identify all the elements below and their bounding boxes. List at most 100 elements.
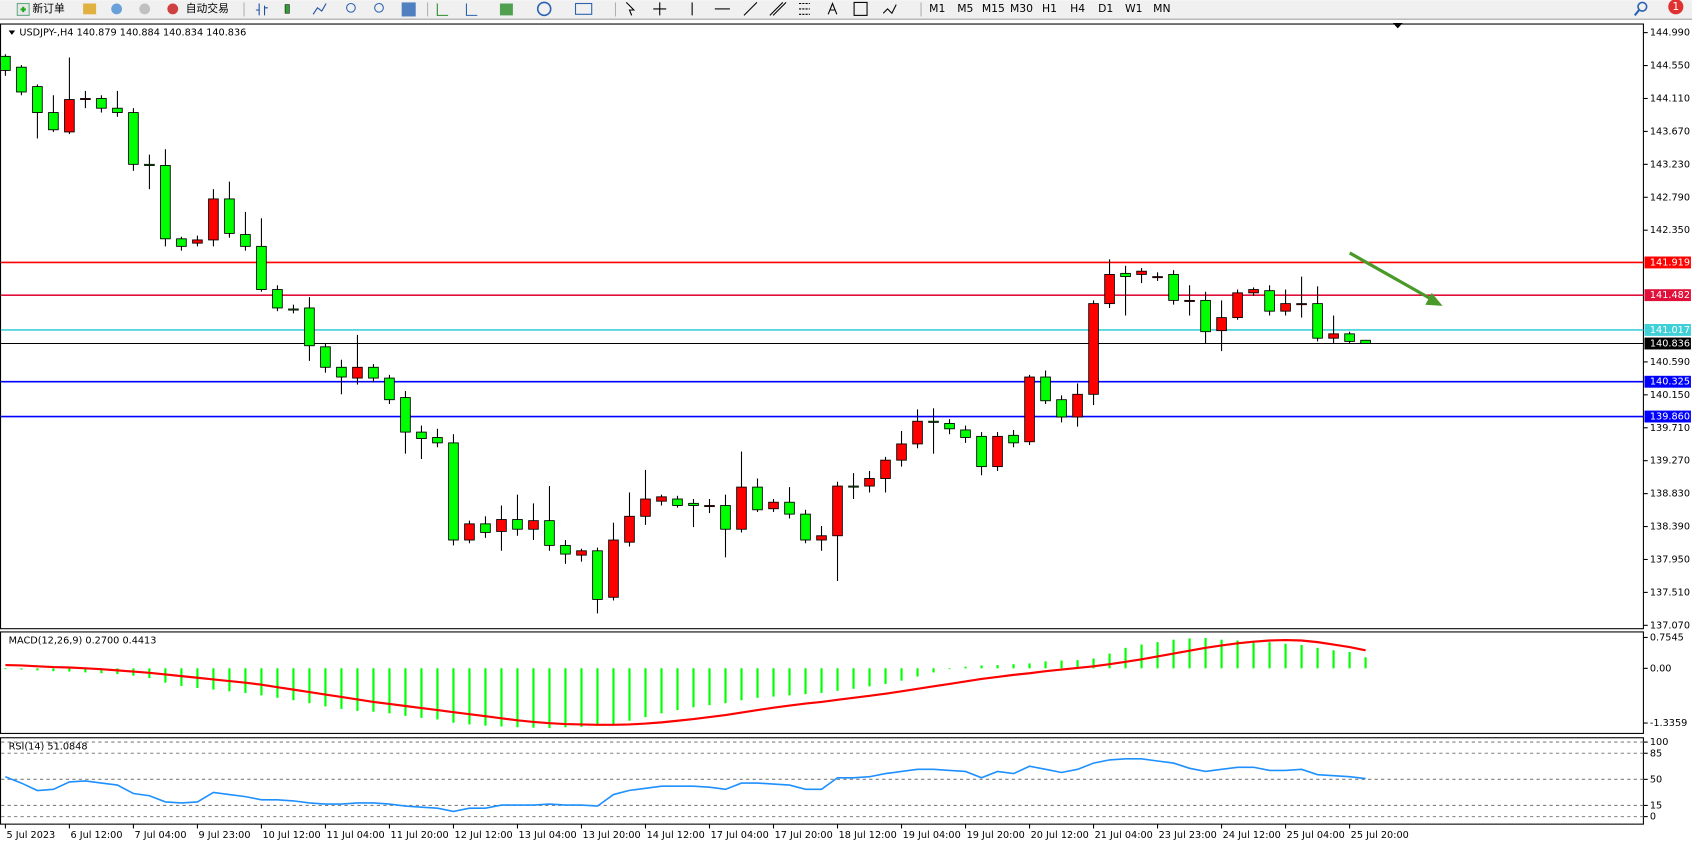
label-icon[interactable] [853, 1, 868, 16]
histogram-bar [244, 668, 247, 693]
candle-body [1232, 292, 1243, 319]
icon[interactable] [139, 3, 151, 15]
zoom-out-icon[interactable] [374, 2, 384, 13]
y-tick-label: 143.230 [1650, 159, 1690, 170]
line-chart-icon[interactable] [312, 3, 327, 15]
y-tick-label: 100 [1650, 737, 1669, 748]
x-tick-label: 14 Jul 12:00 [647, 830, 705, 841]
candle-body [1040, 376, 1051, 402]
x-tick-label: 9 Jul 23:00 [199, 830, 251, 841]
timeframe-button[interactable]: H4 [1070, 2, 1085, 15]
histogram-bar [788, 668, 791, 696]
histogram-bar [436, 668, 439, 720]
candle-body [816, 535, 827, 541]
candle-body [1104, 273, 1115, 305]
histogram-bar [1252, 640, 1255, 669]
search-icon[interactable] [1637, 1, 1648, 12]
candle-body [864, 478, 875, 487]
y-tick-label: 140.150 [1650, 390, 1690, 401]
x-tick-label: 17 Jul 20:00 [775, 830, 833, 841]
timeframe-button[interactable]: D1 [1098, 2, 1113, 15]
histogram-bar [52, 668, 55, 672]
text-icon[interactable] [827, 2, 838, 15]
periods-icon[interactable] [536, 1, 552, 17]
price-tag-label: 141.017 [1650, 325, 1690, 336]
timeframe-button[interactable]: M15 [982, 2, 1005, 15]
icon [167, 3, 179, 15]
indicator-title: USDJPY-,H4 140.879 140.884 140.834 140.8… [19, 28, 246, 39]
y-tick-label: 139.270 [1650, 456, 1690, 467]
timeframe-button[interactable]: W1 [1125, 2, 1143, 15]
candle-body [1088, 303, 1099, 395]
arrow-head [1425, 292, 1443, 306]
trendline-icon[interactable] [743, 2, 758, 16]
candle-body [1264, 290, 1275, 312]
candle-body [576, 550, 587, 556]
zoom-in-icon[interactable] [346, 2, 356, 13]
price-tag [1644, 337, 1691, 350]
x-tick-label: 20 Jul 12:00 [1031, 830, 1089, 841]
histogram-bar [388, 668, 391, 714]
x-tick-label: 11 Jul 20:00 [391, 830, 449, 841]
auto-trading-button[interactable]: 自动交易 [167, 2, 229, 15]
candle-body [544, 520, 555, 546]
histogram-bar [596, 668, 599, 726]
arrows-icon[interactable] [882, 4, 897, 15]
candle-body [48, 112, 59, 131]
timeframe-button[interactable]: H1 [1042, 2, 1057, 15]
histogram-bar [692, 668, 695, 708]
candle-icon[interactable] [284, 4, 290, 14]
candle-body [272, 289, 283, 309]
candle-body [128, 112, 139, 165]
histogram-bar [1284, 643, 1287, 669]
new-order-button[interactable]: 新订单 [16, 2, 65, 16]
chart-menu-arrow [8, 30, 16, 35]
histogram-bar [836, 668, 839, 691]
candle-body [1328, 333, 1339, 339]
timeframe-button[interactable]: MN [1153, 2, 1170, 15]
candle-body [784, 501, 795, 515]
candle-body [832, 485, 843, 537]
histogram-bar [756, 668, 759, 698]
icon[interactable] [83, 3, 97, 15]
bar-chart-icon[interactable] [255, 3, 268, 16]
timeframe-button[interactable]: M1 [929, 2, 945, 15]
icon[interactable] [111, 3, 123, 15]
candle-body [1120, 272, 1131, 278]
x-tick-label: 24 Jul 12:00 [1223, 830, 1281, 841]
histogram-bar [1140, 644, 1143, 669]
timeframe-button[interactable]: M30 [1010, 2, 1033, 15]
candle-body [320, 346, 331, 368]
shift-icon[interactable] [465, 3, 478, 16]
price-tag [1644, 375, 1691, 388]
histogram-bar [1220, 639, 1223, 669]
x-tick-label: 7 Jul 04:00 [134, 830, 186, 841]
candle-body [1152, 276, 1163, 279]
cursor-icon[interactable] [625, 2, 636, 16]
histogram-bar [964, 666, 967, 669]
candle-body [960, 429, 971, 438]
tile-icon[interactable] [401, 2, 416, 17]
price-tag-label: 140.325 [1650, 377, 1690, 388]
notification-badge[interactable] [1668, 0, 1684, 15]
crosshair-icon[interactable] [653, 2, 667, 16]
candle-body [336, 366, 347, 378]
fibo-icon[interactable] [799, 2, 810, 15]
price-tag [1644, 289, 1691, 302]
price-tag [1644, 324, 1691, 336]
panel-frame [0, 737, 1644, 825]
templates-icon[interactable] [574, 2, 593, 15]
indicators-icon[interactable] [499, 3, 513, 16]
y-tick-label: 140.590 [1650, 357, 1690, 368]
timeframe-button[interactable]: M5 [957, 2, 973, 15]
histogram-bar [484, 668, 487, 726]
histogram-bar [340, 668, 343, 709]
autoscroll-icon[interactable] [436, 3, 449, 16]
y-tick-label: 143.670 [1650, 126, 1690, 137]
channel-icon[interactable] [769, 2, 787, 16]
icon [20, 6, 26, 13]
histogram-bar [324, 668, 327, 707]
histogram-bar [740, 668, 743, 701]
histogram-bar [916, 668, 919, 677]
